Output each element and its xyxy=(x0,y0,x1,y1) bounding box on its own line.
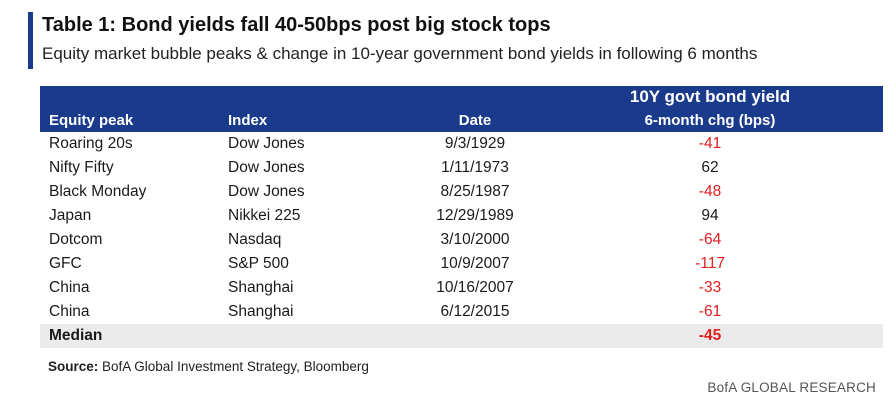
table-row: China Shanghai 10/16/2007 -33 xyxy=(40,276,883,300)
brand-footer: BofA GLOBAL RESEARCH xyxy=(707,380,876,395)
bond-yield-table: 10Y govt bond yield Equity peak Index Da… xyxy=(40,86,883,348)
table-row: China Shanghai 6/12/2015 -61 xyxy=(40,300,883,324)
header-yield-top: 10Y govt bond yield xyxy=(629,87,791,106)
header-yield-sub: 6-month chg (bps) xyxy=(644,112,776,129)
median-chg: -45 xyxy=(698,327,722,344)
table-title: Table 1: Bond yields fall 40-50bps post … xyxy=(42,14,551,36)
cell-date: 10/9/2007 xyxy=(440,255,510,272)
cell-yield-chg: -33 xyxy=(698,279,722,296)
cell-date: 9/3/1929 xyxy=(444,135,506,152)
cell-date: 10/16/2007 xyxy=(436,279,514,296)
cell-date: 3/10/2000 xyxy=(440,231,510,248)
cell-yield-chg: 62 xyxy=(701,159,719,176)
header-date: Date xyxy=(458,112,492,129)
cell-index: Shanghai xyxy=(228,303,294,320)
cell-equity-peak: China xyxy=(49,279,90,296)
table-row: Japan Nikkei 225 12/29/1989 94 xyxy=(40,204,883,228)
title-accent-bar xyxy=(28,12,33,69)
cell-date: 12/29/1989 xyxy=(436,207,514,224)
cell-yield-chg: 94 xyxy=(701,207,719,224)
cell-index: Dow Jones xyxy=(228,183,305,200)
cell-equity-peak: Dotcom xyxy=(49,231,103,248)
cell-date: 6/12/2015 xyxy=(440,303,510,320)
cell-index: Dow Jones xyxy=(228,159,305,176)
cell-yield-chg: -117 xyxy=(695,255,725,272)
median-label: Median xyxy=(49,327,103,344)
header-index: Index xyxy=(228,112,268,129)
cell-yield-chg: -61 xyxy=(698,303,722,320)
header-equity-peak: Equity peak xyxy=(49,112,134,129)
table-subtitle: Equity market bubble peaks & change in 1… xyxy=(42,44,758,63)
source-note: Source: BofA Global Investment Strategy,… xyxy=(48,359,369,374)
cell-index: Dow Jones xyxy=(228,135,305,152)
table-body: Roaring 20s Dow Jones 9/3/1929 -41 Nifty Fif… xyxy=(40,132,883,324)
cell-yield-chg: -48 xyxy=(698,183,722,200)
cell-equity-peak: GFC xyxy=(49,255,82,272)
cell-date: 8/25/1987 xyxy=(440,183,510,200)
cell-index: Shanghai xyxy=(228,279,294,296)
median-row: Median -45 xyxy=(40,324,883,348)
source-label: Source: xyxy=(48,359,99,374)
cell-equity-peak: Nifty Fifty xyxy=(49,159,114,176)
cell-index: Nasdaq xyxy=(228,231,282,248)
cell-equity-peak: Japan xyxy=(49,207,92,224)
cell-equity-peak: China xyxy=(49,303,90,320)
cell-equity-peak: Black Monday xyxy=(49,183,147,200)
source-text: BofA Global Investment Strategy, Bloombe… xyxy=(98,359,369,374)
cell-index: S&P 500 xyxy=(228,255,289,272)
table-row: Black Monday Dow Jones 8/25/1987 -48 xyxy=(40,180,883,204)
cell-equity-peak: Roaring 20s xyxy=(49,135,133,152)
table-row: Dotcom Nasdaq 3/10/2000 -64 xyxy=(40,228,883,252)
table-header: 10Y govt bond yield Equity peak Index Da… xyxy=(40,86,883,132)
cell-date: 1/11/1973 xyxy=(441,159,509,176)
table-row: GFC S&P 500 10/9/2007 -117 xyxy=(40,252,883,276)
table-row: Roaring 20s Dow Jones 9/3/1929 -41 xyxy=(40,132,883,156)
table-row: Nifty Fifty Dow Jones 1/11/1973 62 xyxy=(40,156,883,180)
cell-yield-chg: -41 xyxy=(698,135,722,152)
cell-index: Nikkei 225 xyxy=(228,207,301,224)
cell-yield-chg: -64 xyxy=(698,231,722,248)
